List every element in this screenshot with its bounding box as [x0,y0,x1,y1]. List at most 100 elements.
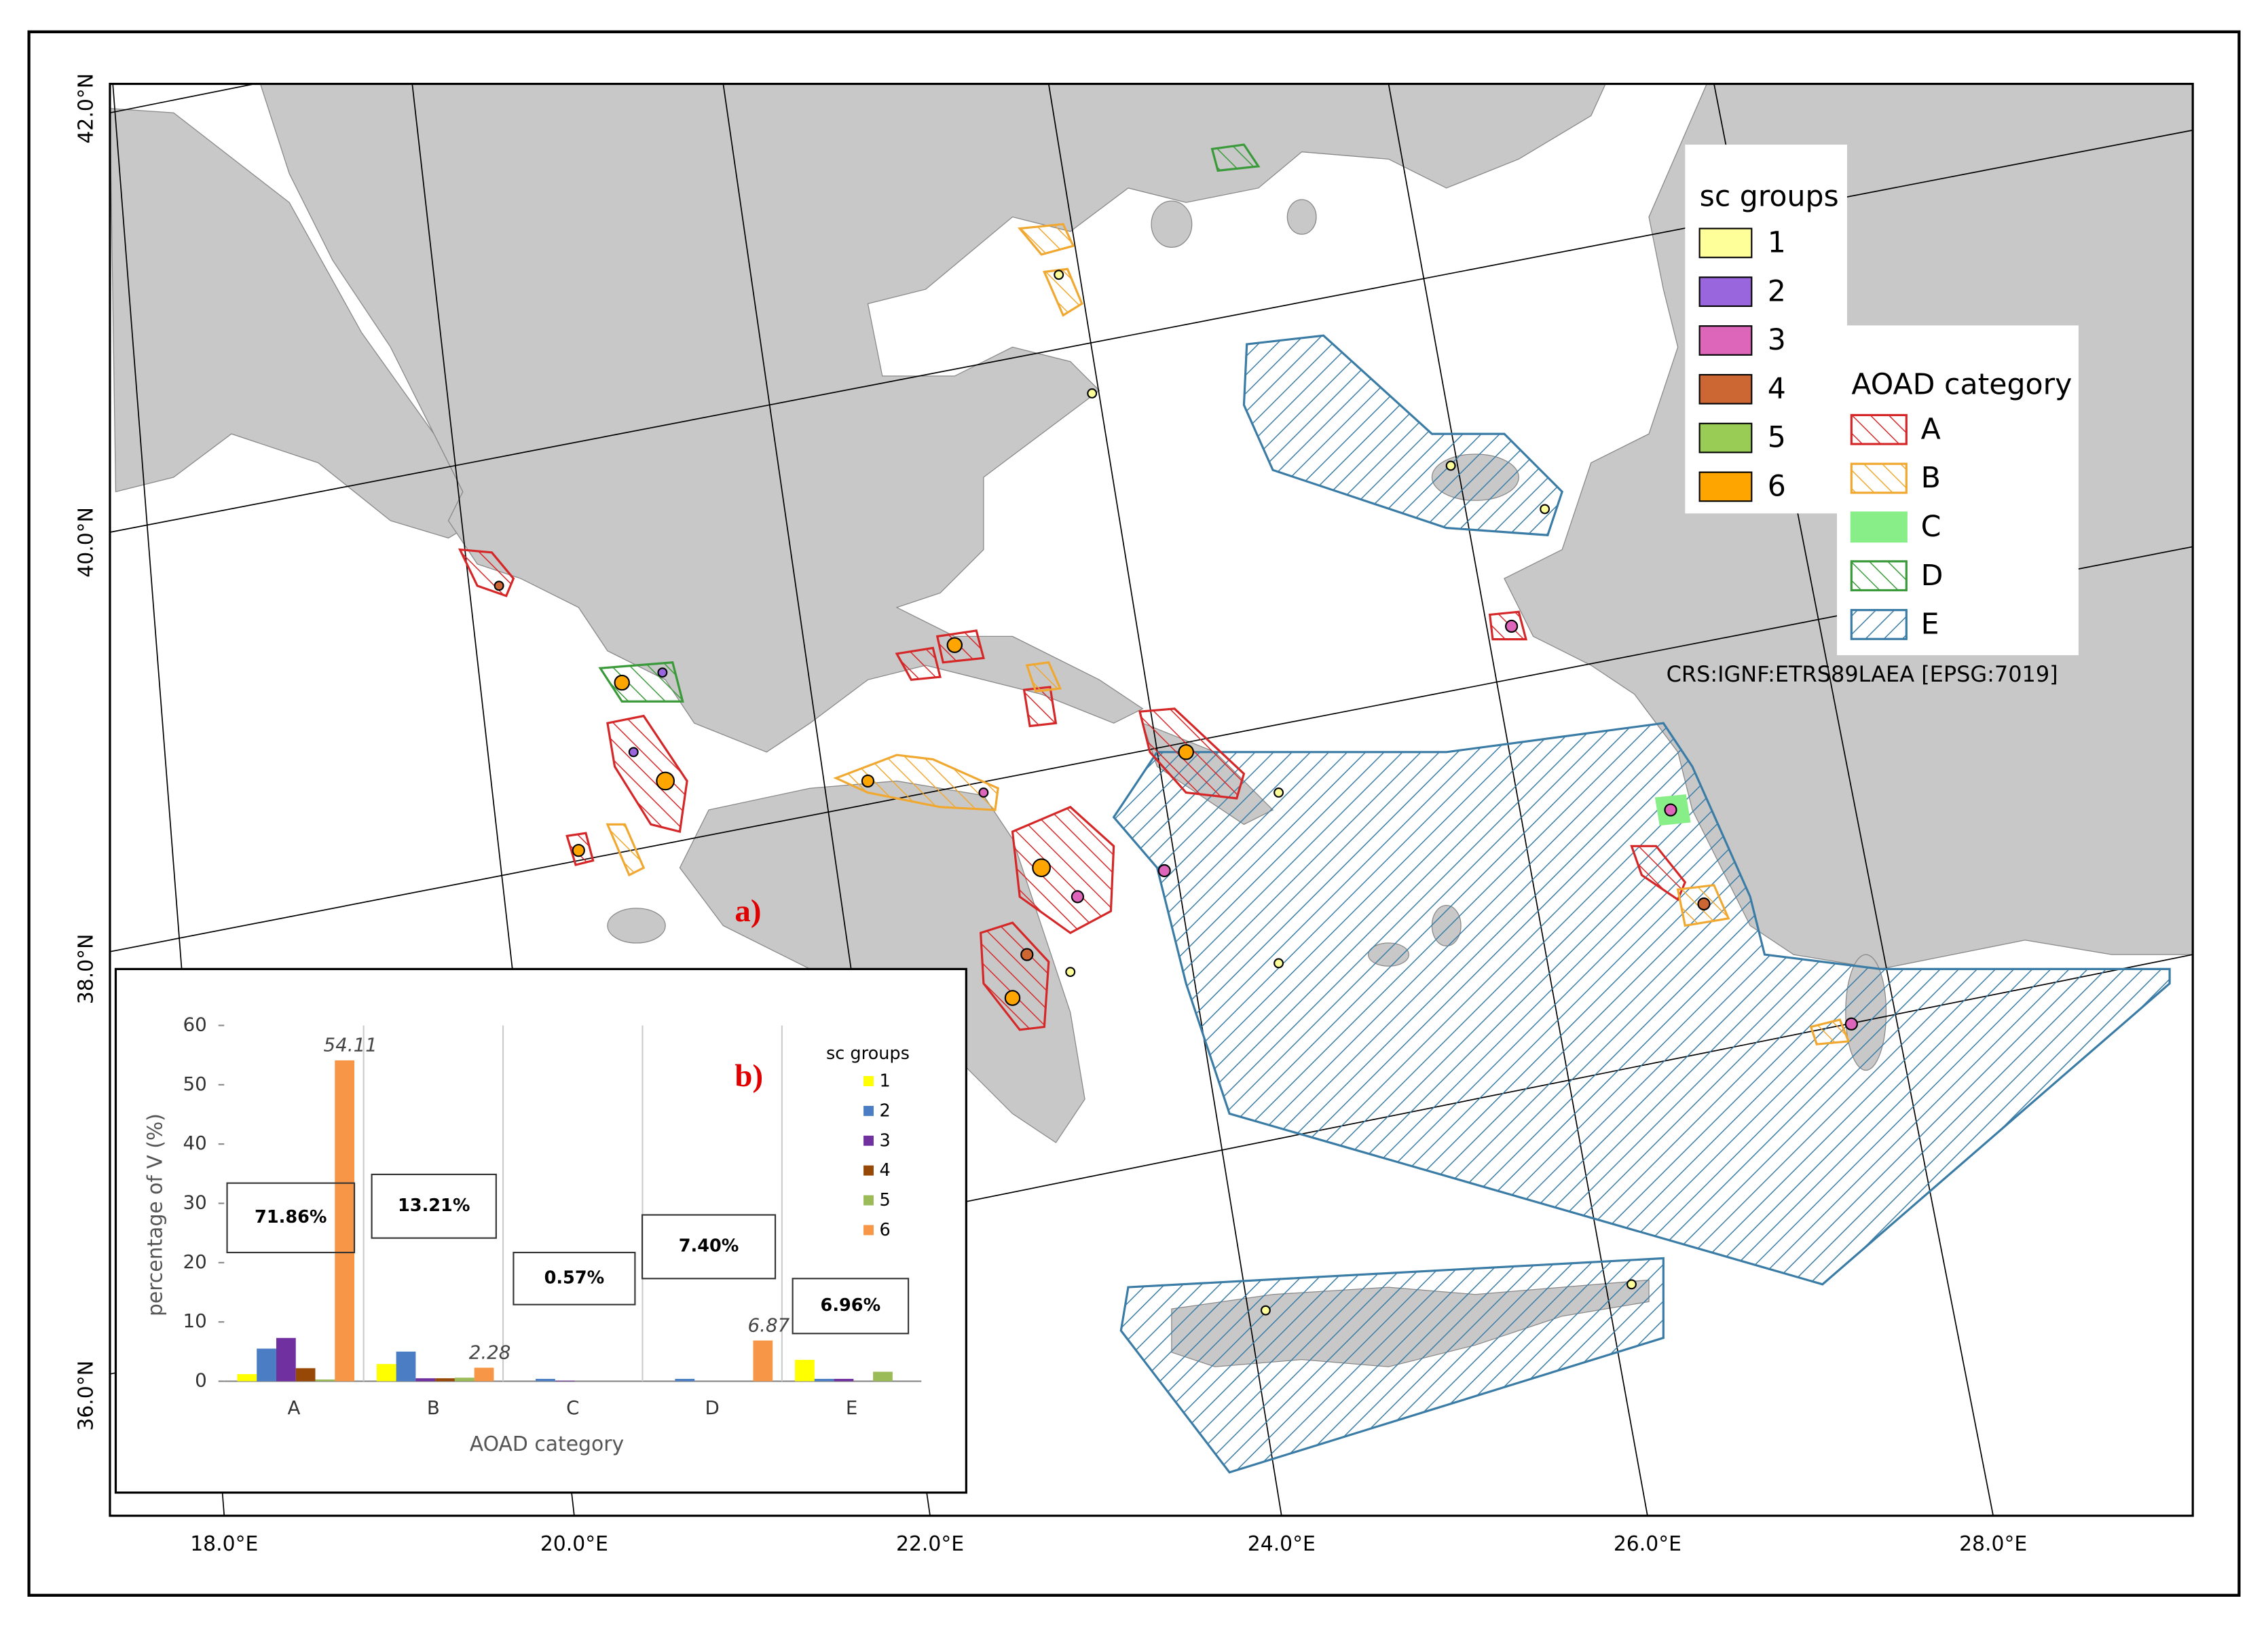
legend-swatch [863,1135,874,1146]
legend-title: sc groups [826,1043,910,1064]
legend-swatch [863,1195,874,1206]
site [1004,990,1021,1006]
y-tick-label: 40 [183,1132,206,1154]
crs-label: CRS:IGNF:ETRS89LAEA [EPSG:7019] [1667,661,2058,687]
legend-swatch [1850,511,1908,543]
bar [415,1378,436,1382]
legend-swatch [1850,413,1908,445]
area-a [606,714,688,833]
annotation: 13.21% [398,1196,470,1216]
area-e [1119,1257,1665,1474]
bar [675,1379,695,1382]
bar [237,1374,257,1382]
legend-label: 5 [879,1190,890,1210]
legend-title: sc groups [1700,179,1839,213]
annotation: 71.86% [255,1207,327,1227]
lon-label: 24.0°E [1248,1532,1316,1556]
lon-label: 22.0°E [896,1532,964,1556]
x-tick-label: C [566,1396,579,1419]
legend-label: C [1921,510,1941,544]
y-tick-label: 0 [195,1369,207,1392]
legend-swatch [1698,422,1753,453]
site [1054,270,1064,280]
site [861,774,875,788]
site [1157,864,1171,878]
island [1151,200,1193,248]
site [1445,460,1456,471]
bar [454,1377,475,1382]
inset-frame [114,967,967,1494]
legend-label: 6 [879,1220,890,1240]
lon-label: 20.0°E [540,1532,608,1556]
aoad-areas [458,143,2171,1474]
lat-label: 38.0°N [74,934,98,1005]
legend-swatch [1698,227,1753,259]
legend-label: B [1921,461,1941,495]
bar [257,1348,276,1382]
site [614,674,630,691]
legend-label: 6 [1768,470,1786,504]
legend-swatch [1698,325,1753,356]
site [1071,890,1084,904]
area-b [606,823,646,877]
legend-swatch [863,1076,874,1086]
area-a [979,921,1050,1031]
bar [474,1367,494,1382]
y-axis-label: percentage of V (%) [144,1113,168,1316]
bar [536,1379,555,1382]
bar [753,1340,773,1382]
area-e [1242,334,1564,536]
panel-label: a) [735,893,761,929]
area-d [1210,143,1261,172]
site [1020,948,1034,961]
legend-label: A [1921,412,1941,446]
site [1274,788,1284,798]
area-a [1011,805,1115,935]
panel-label: b) [735,1058,763,1094]
bar [376,1364,396,1382]
lon-label: 26.0°E [1614,1532,1681,1556]
legend-label: 2 [879,1100,890,1121]
italy [109,108,478,539]
annotation-box [371,1173,497,1239]
site [1540,504,1550,515]
lat-label: 36.0°N [74,1360,98,1431]
site [1032,858,1051,878]
annotation-box [641,1214,777,1280]
legend-label: 3 [879,1130,890,1151]
site [657,667,668,678]
lat-label: 42.0°N [74,73,98,144]
site [572,844,585,857]
legend-label: 3 [1768,323,1786,357]
inset-chart: b) AOAD category percentage of V (%) sc … [114,967,967,1494]
site [1260,1305,1271,1316]
legend-swatch [1850,609,1908,640]
bar [555,1380,575,1382]
legend-label: 1 [1768,226,1786,260]
value-label: 6.87 [748,1314,790,1336]
site [978,788,989,798]
bar [795,1360,815,1382]
annotation-box [513,1251,636,1305]
legend-swatch [863,1105,874,1116]
island [607,908,666,944]
site [1274,958,1284,969]
area-b [833,754,999,811]
legend-title: AOAD category [1851,367,2072,401]
y-tick-label: 60 [183,1013,206,1035]
y-tick-label: 30 [183,1191,206,1214]
annotation-box [226,1182,356,1254]
legend-label: 4 [1768,372,1786,406]
lon-label: 18.0°E [190,1532,258,1556]
site [494,580,504,591]
site [628,747,639,758]
bar [335,1060,355,1382]
area-b [1809,1018,1851,1045]
lat-label: 40.0°N [74,507,98,578]
site [1697,897,1711,911]
sc-sites [494,270,1858,1316]
bar [814,1379,834,1382]
